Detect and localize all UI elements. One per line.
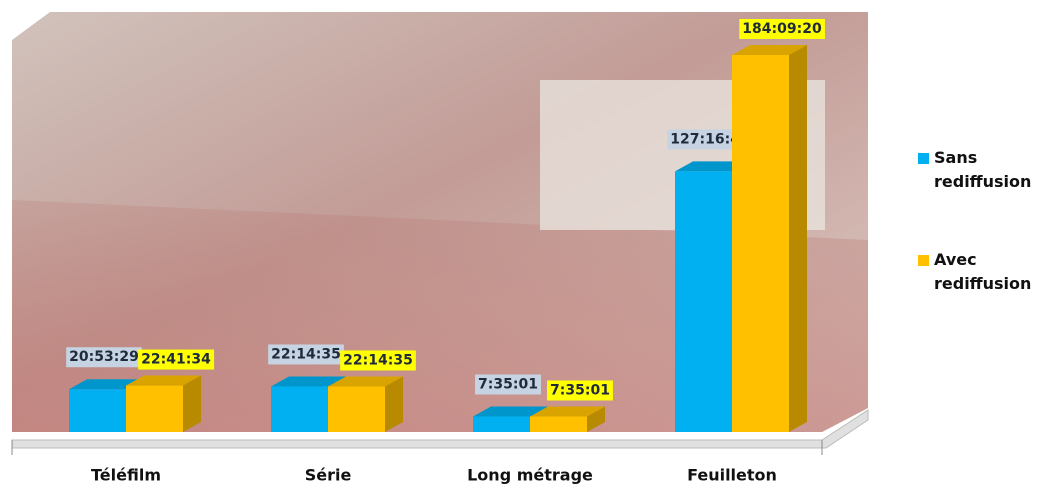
- value-label: 184:09:20: [742, 21, 822, 37]
- bar-top: [530, 406, 605, 417]
- bar-side: [587, 406, 605, 432]
- bar-front: [732, 55, 789, 432]
- value-label: 22:41:34: [141, 352, 211, 368]
- legend-swatch: [918, 153, 929, 164]
- bar-front: [530, 416, 587, 432]
- background-seats: [12, 200, 868, 432]
- bar-side: [183, 375, 201, 432]
- legend-label: Avec rediffusion: [934, 250, 1032, 293]
- value-label: 20:53:29: [69, 349, 139, 365]
- value-label: 22:14:35: [343, 352, 413, 368]
- bar: [328, 376, 403, 432]
- value-label-bg: [667, 129, 753, 150]
- x-tick-label: Téléfilm: [91, 466, 161, 485]
- x-tick-label: Série: [305, 466, 352, 485]
- bar-top: [675, 161, 750, 172]
- bar-front: [126, 385, 183, 432]
- bar-side: [789, 45, 807, 432]
- bar-top: [328, 376, 403, 387]
- value-label-bg: [739, 19, 825, 39]
- x-tick-label: Long métrage: [467, 466, 593, 485]
- bar: [530, 406, 605, 432]
- bar-front: [271, 386, 328, 432]
- bar-front: [675, 171, 732, 432]
- bar: [271, 376, 346, 432]
- value-label: 7:35:01: [478, 376, 538, 392]
- bar-top: [271, 376, 346, 387]
- bar: [732, 45, 807, 432]
- value-label: 127:16:46: [670, 131, 749, 147]
- bar: [126, 375, 201, 432]
- bar-top: [732, 45, 807, 55]
- value-label-bg: [547, 380, 613, 401]
- legend-swatch: [918, 255, 929, 266]
- bar-side: [385, 376, 403, 432]
- x-tick-label: Feuilleton: [687, 466, 777, 485]
- value-label: 22:14:35: [271, 346, 341, 362]
- value-label-bg: [268, 344, 344, 365]
- bar-front: [473, 416, 530, 432]
- bar-top: [69, 379, 144, 390]
- bar-front: [328, 386, 385, 432]
- bar-top: [126, 375, 201, 386]
- value-label: 7:35:01: [550, 382, 610, 398]
- value-label-bg: [475, 374, 541, 395]
- bar-front: [69, 389, 126, 432]
- value-label-bg: [340, 350, 416, 371]
- value-label-bg: [138, 349, 215, 370]
- legend-label: Sans rediffusion: [934, 148, 1032, 191]
- value-label-bg: [66, 347, 142, 368]
- bar-top: [473, 406, 548, 417]
